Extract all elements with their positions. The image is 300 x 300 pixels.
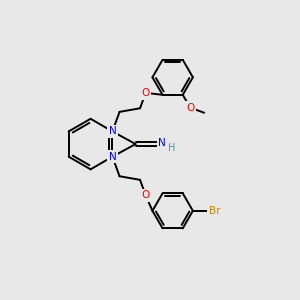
Text: O: O <box>142 190 150 200</box>
Text: O: O <box>186 103 194 113</box>
Text: Br: Br <box>209 206 220 216</box>
Text: O: O <box>142 88 150 98</box>
Text: N: N <box>109 152 116 162</box>
Text: H: H <box>168 142 175 153</box>
Text: N: N <box>158 139 166 148</box>
Text: N: N <box>109 126 116 136</box>
